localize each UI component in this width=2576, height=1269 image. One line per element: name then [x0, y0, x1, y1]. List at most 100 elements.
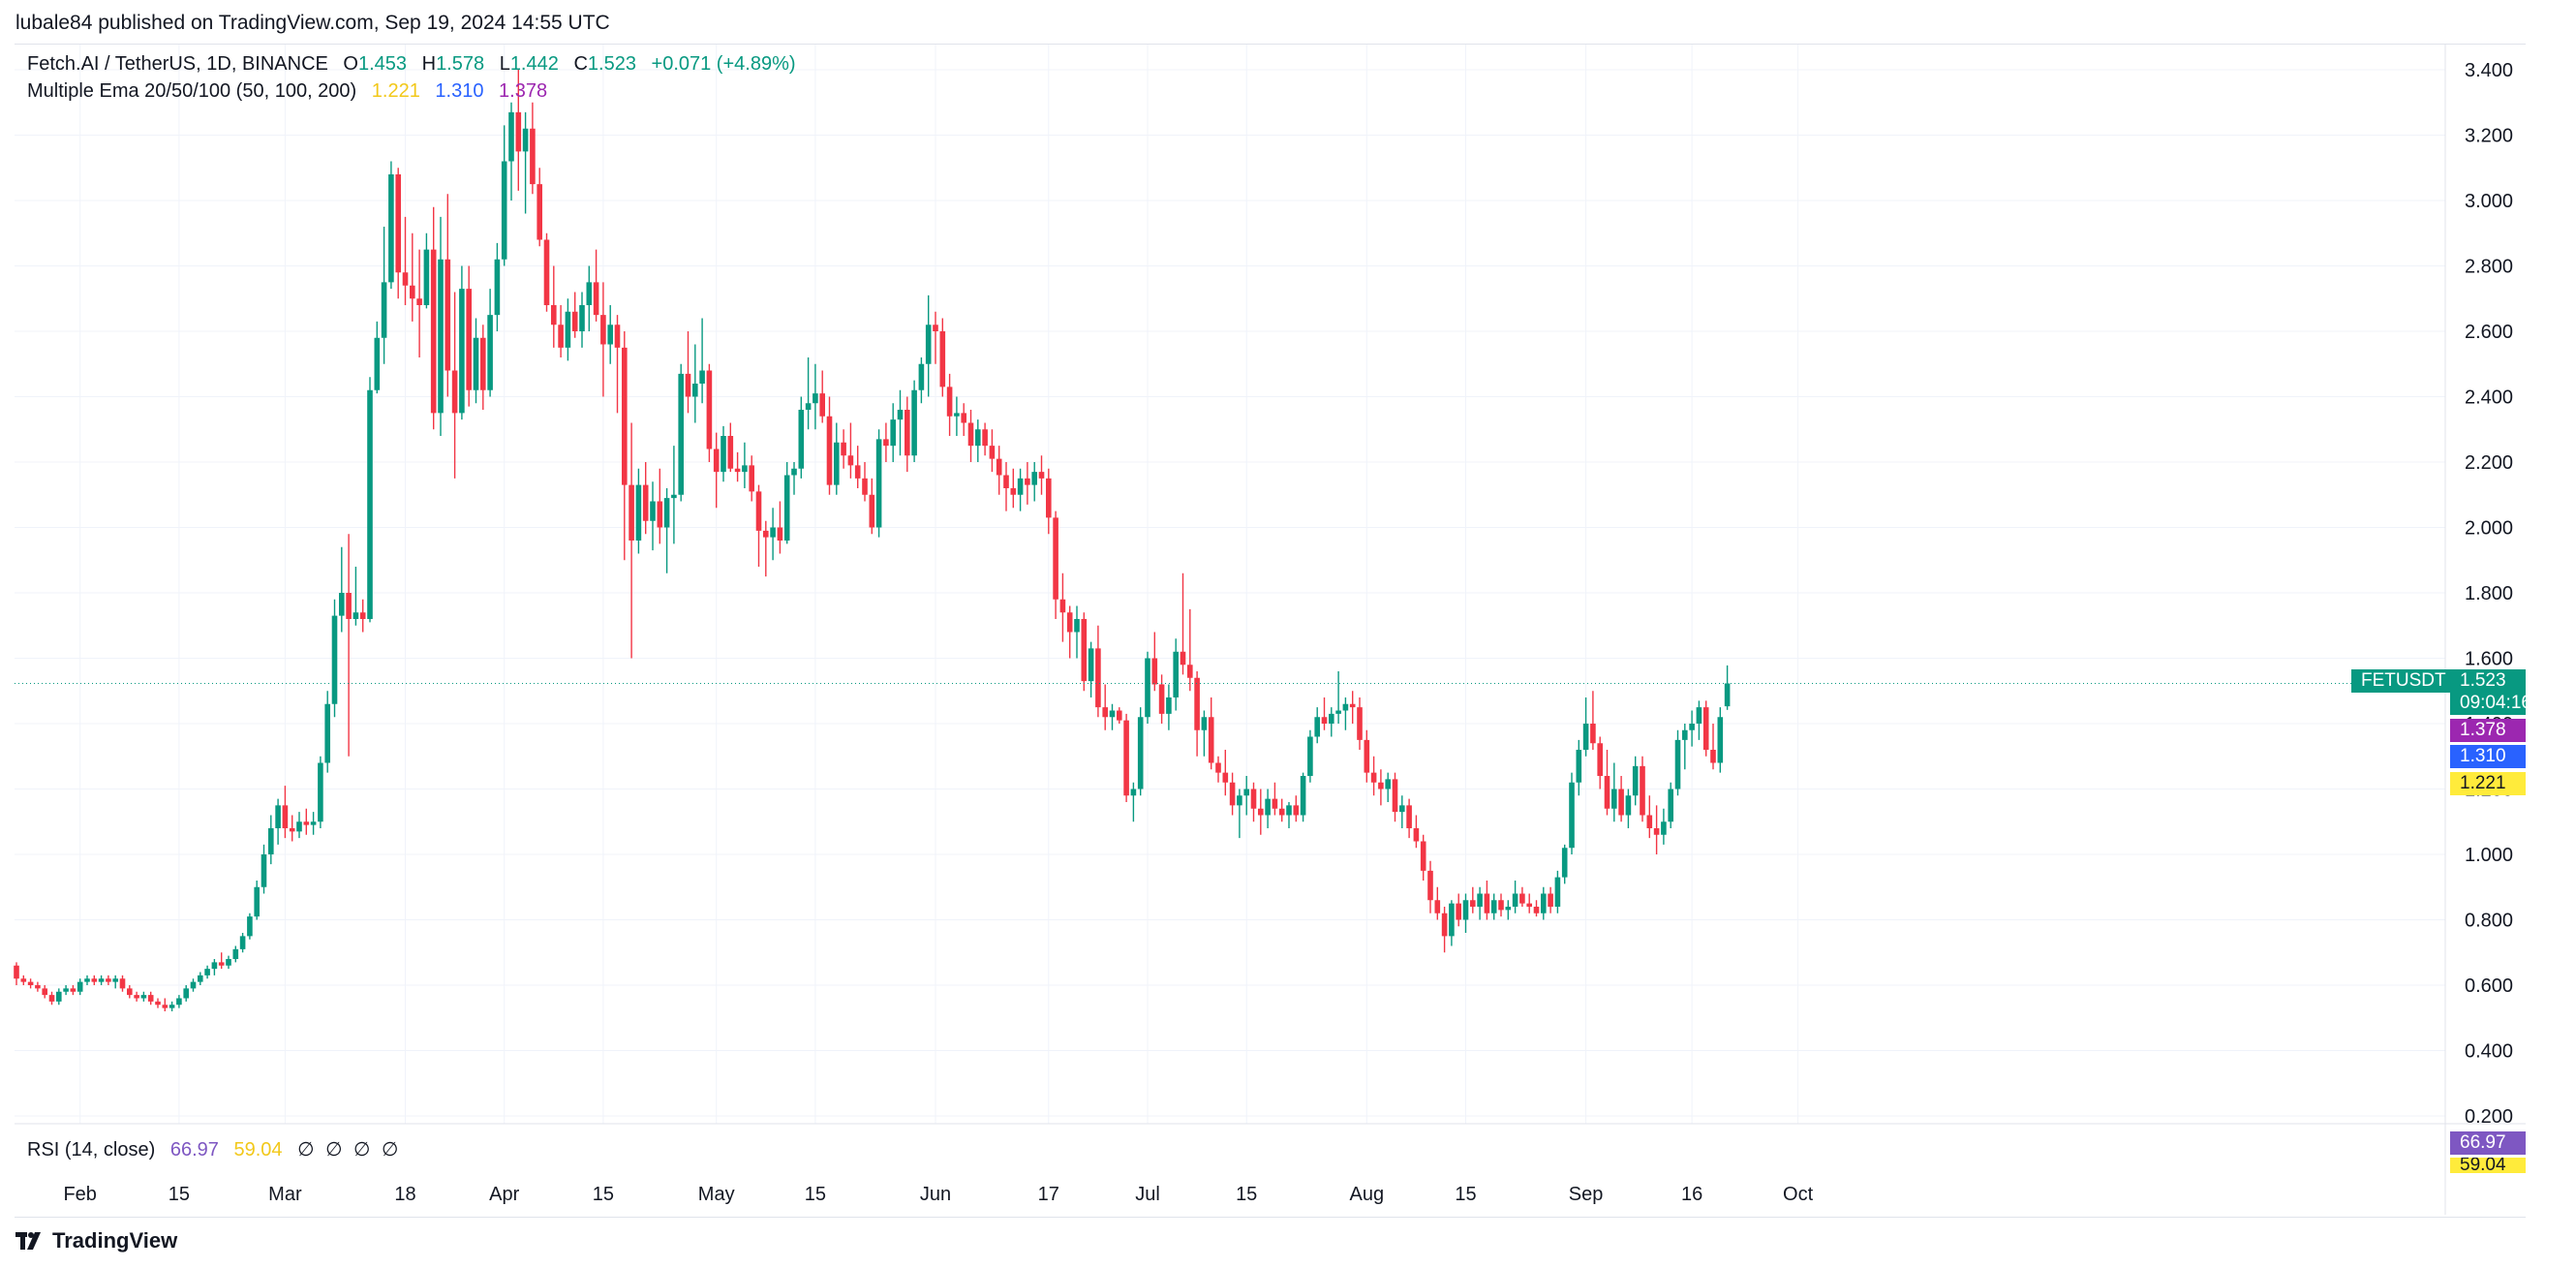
candle [1194, 671, 1200, 757]
candle [1399, 795, 1405, 828]
rsi-title[interactable]: RSI (14, close) [27, 1139, 156, 1161]
candle-body [1031, 472, 1037, 485]
candle-body [770, 527, 776, 538]
candle [282, 786, 289, 839]
candle [1413, 815, 1420, 849]
candle-body [1180, 651, 1186, 665]
candle-body [819, 393, 825, 417]
candle [140, 991, 147, 1002]
candle [1222, 750, 1229, 796]
candle [897, 389, 904, 456]
time-tick-label: Aug [1350, 1184, 1385, 1205]
candle [63, 985, 69, 996]
candle [1484, 881, 1490, 920]
candle [169, 1001, 175, 1011]
candle [303, 808, 310, 835]
candle [543, 232, 550, 312]
candle-body [1025, 478, 1030, 485]
candle [1145, 651, 1150, 724]
candle [1208, 697, 1214, 770]
candle [869, 478, 875, 535]
candle-body [261, 854, 267, 887]
candle-body [996, 458, 1002, 476]
candle-body [1462, 900, 1469, 920]
candle-body [1526, 903, 1532, 907]
candle-body [1102, 707, 1108, 718]
candle-body [565, 311, 571, 348]
candle [190, 978, 197, 992]
candle [423, 232, 430, 309]
candle-body [961, 413, 966, 423]
candle-body [805, 403, 812, 410]
candle [331, 599, 338, 718]
candle-body [1293, 805, 1300, 816]
candle [247, 913, 253, 940]
candle-body [1222, 772, 1229, 783]
candle-body [282, 805, 289, 828]
candle [1109, 703, 1116, 730]
candle [883, 422, 889, 462]
candle-body [106, 978, 111, 982]
candle-body [1512, 893, 1518, 907]
candle [1017, 468, 1024, 511]
candle [854, 446, 861, 488]
candle-body [727, 436, 734, 469]
candle [1321, 697, 1328, 730]
candle-body [91, 978, 98, 982]
candle-body [925, 325, 932, 364]
candle-body [198, 975, 203, 982]
ema50-value: 1.310 [435, 80, 484, 102]
rsi-tag: 66.97 [2450, 1131, 2526, 1155]
candle-body [1109, 710, 1116, 718]
candle-body [1392, 779, 1398, 813]
candle [1258, 789, 1264, 835]
candle-body [847, 455, 854, 466]
candle-body [862, 478, 868, 495]
candle [1130, 782, 1137, 822]
candle [1618, 776, 1624, 822]
symbol-title[interactable]: Fetch.AI / TetherUS, 1D, BINANCE [27, 53, 328, 75]
candle-body [954, 413, 960, 417]
candle [862, 462, 868, 502]
candle [763, 520, 769, 577]
candle [91, 975, 98, 985]
candle [1548, 886, 1553, 913]
candle [1406, 798, 1412, 839]
candle [20, 975, 27, 985]
candle-body [48, 995, 55, 1002]
candle [98, 975, 105, 985]
time-tick-label: 18 [394, 1184, 415, 1205]
candle [692, 344, 698, 423]
candle-body [1081, 619, 1088, 682]
indicator-title[interactable]: Multiple Ema 20/50/100 (50, 100, 200) [27, 80, 357, 102]
candle [1166, 684, 1172, 730]
candle [162, 998, 169, 1011]
candle [1674, 729, 1681, 796]
candle [607, 305, 613, 364]
candle [961, 403, 966, 436]
candle-body [310, 821, 317, 825]
candle [1237, 789, 1242, 839]
candle-body [1604, 776, 1610, 809]
candle [1307, 729, 1313, 783]
candle-body [410, 285, 415, 299]
candle [826, 396, 833, 495]
candle-body [190, 981, 197, 989]
candle-body [1689, 724, 1695, 730]
candle-body [134, 995, 139, 999]
candle [1300, 772, 1306, 822]
candle [261, 844, 267, 894]
candle [1632, 756, 1639, 806]
chart-frame [15, 44, 2526, 1218]
price-tick-label: 0.600 [2465, 975, 2513, 997]
candle [1286, 802, 1292, 828]
candle [35, 981, 41, 992]
candle-body [119, 978, 126, 989]
footer-brand[interactable]: TradingView [15, 1228, 177, 1254]
ema100-tag: 1.378 [2450, 719, 2526, 742]
price-tick-label: 0.200 [2465, 1106, 2513, 1128]
candle [1590, 691, 1596, 750]
candle-body [466, 289, 472, 390]
rsi-ma-value: 59.04 [233, 1139, 283, 1161]
